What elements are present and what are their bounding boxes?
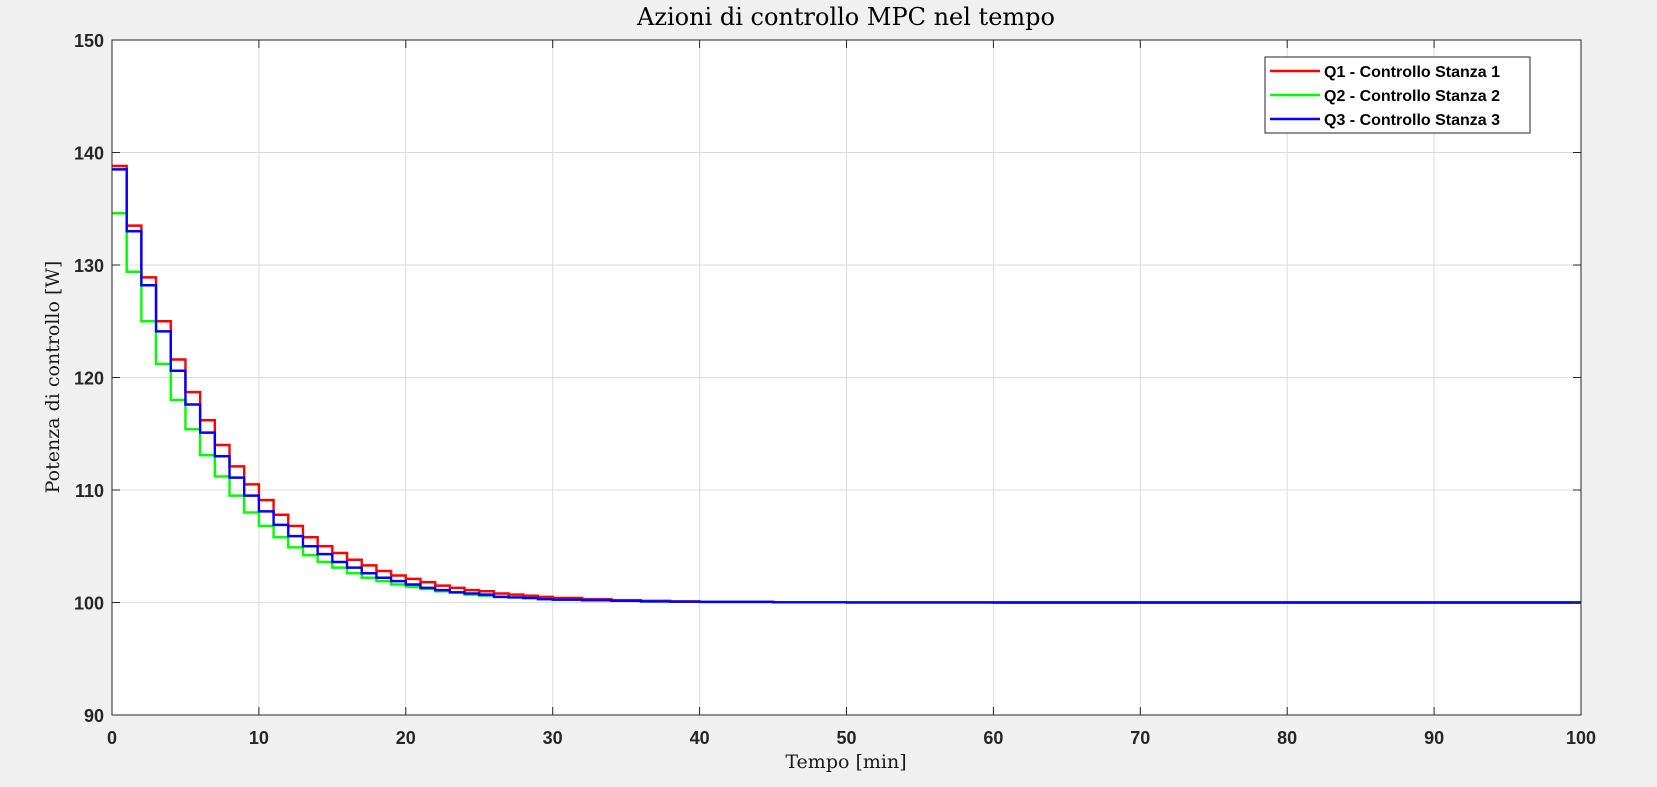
chart-title: Azioni di controllo MPC nel tempo (636, 3, 1055, 31)
x-tick-label: 30 (543, 728, 563, 748)
legend: Q1 - Controllo Stanza 1 Q2 - Controllo St… (1264, 56, 1531, 134)
x-tick-label: 90 (1424, 728, 1444, 748)
x-tick-label: 80 (1277, 728, 1297, 748)
x-axis-label: Tempo [min] (785, 751, 906, 773)
legend-label-3: Q3 - Controllo Stanza 3 (1324, 112, 1500, 129)
y-tick-label: 130 (74, 256, 104, 276)
x-tick-label: 50 (836, 728, 856, 748)
x-tick-label: 40 (690, 728, 710, 748)
y-tick-label: 120 (74, 369, 104, 389)
y-tick-label: 100 (74, 594, 104, 614)
y-tick-label: 110 (75, 481, 104, 501)
x-tick-label: 20 (396, 728, 416, 748)
legend-label-1: Q1 - Controllo Stanza 1 (1324, 64, 1500, 81)
x-tick-label: 60 (983, 728, 1003, 748)
x-tick-label: 70 (1130, 728, 1150, 748)
series-layer (112, 164, 1581, 604)
y-tick-label: 140 (74, 144, 104, 164)
y-tick-label: 90 (84, 706, 104, 726)
series-line-3 (112, 168, 1581, 604)
x-tick-label: 10 (249, 728, 269, 748)
legend-label-2: Q2 - Controllo Stanza 2 (1324, 88, 1500, 105)
y-axis-label: Potenza di controllo [W] (42, 261, 64, 494)
y-tick-label: 150 (74, 31, 104, 51)
x-tick-label: 100 (1566, 728, 1596, 748)
x-tick-label: 0 (107, 728, 117, 748)
ticks: 0 10 20 30 40 50 60 70 80 90 100 90 100 110 120 130 140 1… (74, 31, 1596, 748)
